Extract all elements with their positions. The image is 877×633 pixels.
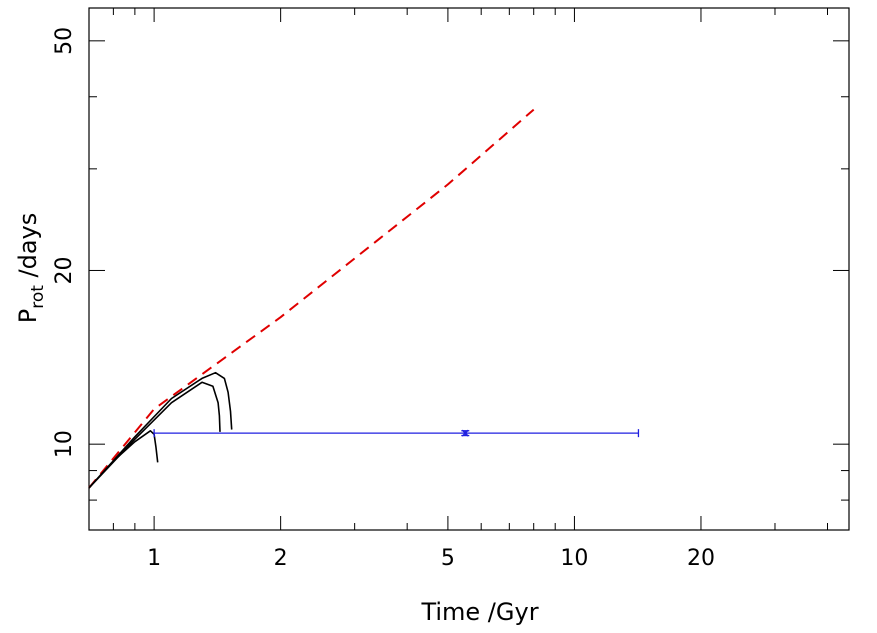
y-tick-label: 10 — [52, 430, 77, 458]
data-point-marker — [461, 429, 469, 437]
y-axis-title-subscript: rot — [28, 285, 48, 309]
y-axis-title-rest: /days — [14, 213, 42, 285]
solid-line-series — [88, 429, 159, 489]
data-point-group — [153, 429, 640, 438]
dashed-line-series — [88, 108, 535, 489]
series — [88, 108, 535, 489]
solid-line-series — [88, 371, 233, 489]
x-tick-label: 2 — [274, 546, 288, 571]
x-tick-label: 1 — [147, 546, 161, 571]
x-tick-label: 5 — [441, 546, 455, 571]
ticks — [88, 8, 849, 530]
y-tick-label: 20 — [52, 256, 77, 284]
y-axis-title-main: P — [14, 309, 42, 323]
y-tick-label: 50 — [52, 27, 77, 55]
x-tick-label: 10 — [560, 546, 588, 571]
y-axis-title: Prot /days — [14, 213, 48, 324]
plot-frame — [88, 7, 850, 531]
x-axis-title: Time /Gyr — [420, 598, 538, 626]
tick-labels: 1 2 5 10 20 10 20 50 — [52, 27, 715, 571]
solid-line-series — [88, 381, 221, 489]
x-tick-label: 20 — [687, 546, 715, 571]
